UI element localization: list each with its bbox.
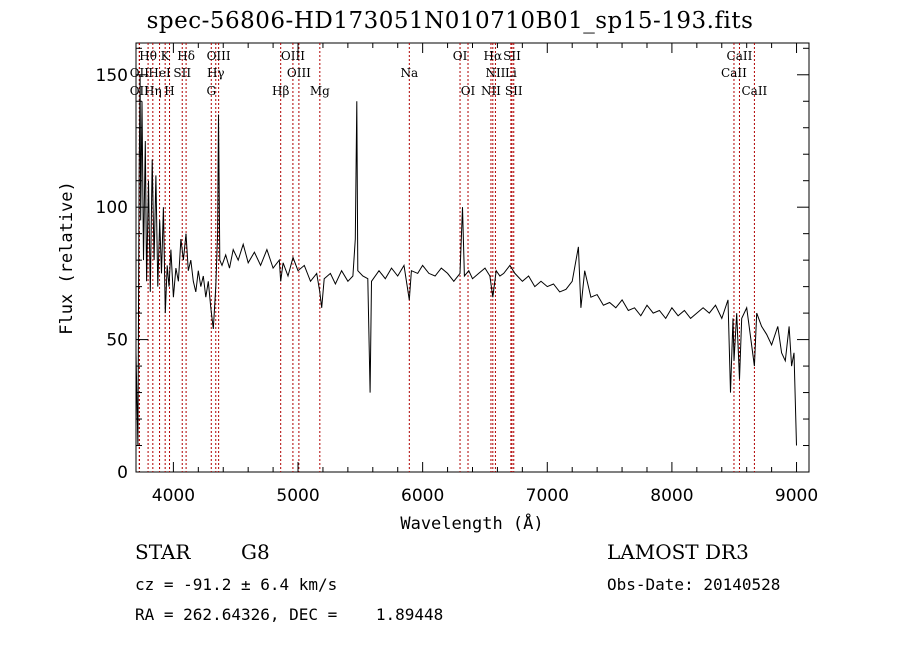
spectral-line-label: CaII xyxy=(721,66,747,80)
survey-label: LAMOST DR3 xyxy=(607,540,749,564)
spectrum-series-line xyxy=(135,74,797,446)
spectral-line-label: NII xyxy=(481,84,501,98)
obs-date: Obs-Date: 20140528 xyxy=(607,575,781,594)
spectral-line-label: Na xyxy=(400,66,418,80)
spectral-line-label: NII xyxy=(485,66,505,80)
spectral-line-label: Hθ xyxy=(139,49,157,63)
spectral-line-label: OIII xyxy=(207,49,231,63)
spectral-line-label: OIII xyxy=(287,66,311,80)
x-tick-label: 5000 xyxy=(276,486,319,506)
spectral-line-label: G xyxy=(206,84,216,98)
spectral-line-label: Hγ xyxy=(207,66,225,80)
x-tick-label: 4000 xyxy=(152,486,195,506)
spectral-line-label: K xyxy=(161,49,171,63)
spectral-line-label: SII xyxy=(503,49,521,63)
spectral-line-label: Li xyxy=(505,66,517,80)
y-tick-label: 100 xyxy=(96,198,128,218)
x-tick-label: 9000 xyxy=(775,486,818,506)
spectral-line-label: H xyxy=(164,84,174,98)
x-tick-label: 6000 xyxy=(401,486,444,506)
subclass-label: G8 xyxy=(241,540,270,564)
spectral-line-label: Hδ xyxy=(177,49,195,63)
spectral-line-label: Mg xyxy=(310,84,330,98)
y-tick-label: 0 xyxy=(117,463,128,483)
redshift-readout: cz = -91.2 ± 6.4 km/s xyxy=(135,575,338,594)
spectral-line-label: SII xyxy=(173,66,191,80)
y-axis-label: Flux (relative) xyxy=(57,181,77,335)
ra-dec-readout: RA = 262.64326, DEC = 1.89448 xyxy=(135,605,444,624)
spectral-line-label: HeI xyxy=(148,66,171,80)
spectral-line-label: CaII xyxy=(741,84,767,98)
spectral-line-label: OI xyxy=(461,84,476,98)
spectral-line-label: CaII xyxy=(727,49,753,63)
spectral-line-label: Hβ xyxy=(272,84,289,98)
class-label: STAR xyxy=(135,540,191,564)
y-tick-label: 150 xyxy=(96,66,128,86)
spectral-line-label: Hη xyxy=(144,84,162,98)
spectral-line-label: Hα xyxy=(484,49,503,63)
x-tick-label: 8000 xyxy=(650,486,693,506)
spectral-line-label: SII xyxy=(505,84,523,98)
spectral-line-label: OI xyxy=(453,49,468,63)
spectral-line-label: OII xyxy=(130,66,150,80)
x-tick-label: 7000 xyxy=(526,486,569,506)
chart-title: spec-56806-HD173051N010710B01_sp15-193.f… xyxy=(146,8,754,34)
spectral-line-label: OIII xyxy=(281,49,305,63)
x-axis-label: Wavelength (Å) xyxy=(400,512,543,534)
y-tick-label: 50 xyxy=(106,331,128,351)
